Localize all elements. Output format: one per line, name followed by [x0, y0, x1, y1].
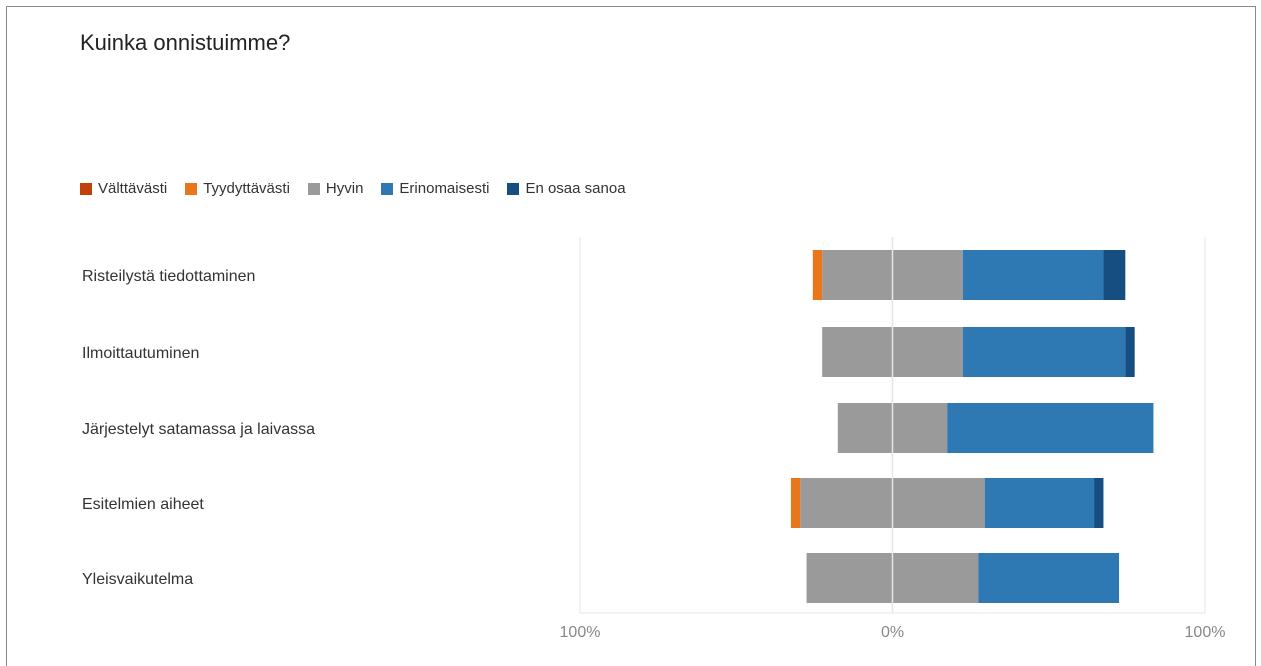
x-tick-label: 100%: [560, 624, 601, 641]
legend-label: Erinomaisesti: [399, 180, 490, 197]
bar-segment-en-osaa-sanoa: [1103, 250, 1126, 300]
bar-segment-erinomaisesti: [962, 250, 1104, 300]
bar-segment-erinomaisesti: [947, 403, 1154, 453]
bar-segment-erinomaisesti: [984, 478, 1095, 528]
bar-segment-tyydyttavasti: [790, 478, 801, 528]
legend-swatch: [507, 182, 520, 195]
legend-label: Välttävästi: [98, 180, 168, 197]
legend-swatch: [185, 182, 198, 195]
legend-label: Tyydyttävästi: [203, 180, 290, 197]
chart-title: Kuinka onnistuimme?: [80, 30, 291, 55]
category-label: Esitelmien aiheet: [82, 496, 204, 513]
legend: Välttävästi Tyydyttävästi Hyvin Erinomaises…: [80, 180, 644, 197]
bar-segment-tyydyttavasti: [812, 250, 823, 300]
legend-label: Hyvin: [325, 180, 364, 197]
legend-swatch: [80, 182, 92, 195]
category-label: Ilmoittautuminen: [82, 345, 199, 362]
x-tick-label: 0%: [881, 624, 904, 641]
bar-segment-hyvin-pos: [892, 250, 963, 300]
category-label: Järjestelyt satamassa ja laivassa: [82, 421, 315, 438]
bar-segment-erinomaisesti: [962, 327, 1126, 377]
bar-segment-hyvin-pos: [892, 478, 985, 528]
bar-segment-erinomaisesti: [978, 553, 1120, 603]
legend-item: Hyvin: [307, 180, 364, 197]
bar-segment-en-osaa-sanoa: [1094, 478, 1104, 528]
legend-item: Erinomaisesti: [381, 180, 489, 197]
legend-swatch: [381, 182, 394, 195]
bar-segment-hyvin-neg: [806, 553, 893, 603]
legend-item: Tyydyttävästi: [185, 180, 290, 197]
bar-segment-hyvin-neg: [837, 403, 893, 453]
category-label: Risteilystä tiedottaminen: [82, 268, 255, 285]
bar-segment-hyvin-pos: [892, 327, 963, 377]
x-tick-label: 100%: [1185, 624, 1226, 641]
bar-segment-hyvin-pos: [892, 553, 979, 603]
legend-item: Välttävästi: [80, 180, 167, 197]
bar-segment-hyvin-neg: [800, 478, 893, 528]
category-label: Yleisvaikutelma: [82, 571, 193, 588]
legend-swatch: [307, 182, 320, 195]
bar-segment-en-osaa-sanoa: [1125, 327, 1135, 377]
bar-segment-hyvin-pos: [892, 403, 948, 453]
legend-label: En osaa sanoa: [525, 180, 626, 197]
bar-segment-hyvin-neg: [822, 327, 893, 377]
bar-segment-hyvin-neg: [822, 250, 893, 300]
legend-item: En osaa sanoa: [507, 180, 626, 197]
